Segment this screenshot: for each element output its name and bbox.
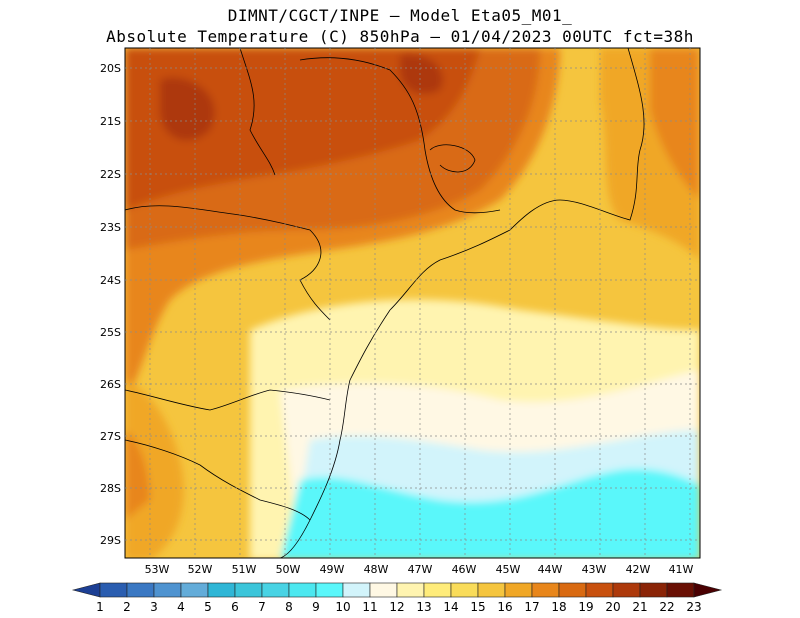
lat-label: 28S: [100, 482, 121, 495]
title-line-1: DIMNT/CGCT/INPE – Model Eta05_M01_: [227, 6, 573, 25]
lat-label: 26S: [100, 378, 121, 391]
lon-label: 44W: [538, 563, 563, 576]
colorbar-label: 13: [416, 600, 431, 614]
lon-label: 48W: [364, 563, 389, 576]
colorbar-bin: [288, 582, 317, 598]
lon-label: 45W: [496, 563, 521, 576]
colorbar-label: 22: [659, 600, 674, 614]
colorbar-bin: [315, 582, 344, 598]
colorbar-bin: [477, 582, 506, 598]
colorbar-bin: [666, 582, 695, 598]
lon-label: 42W: [626, 563, 651, 576]
colorbar-label: 2: [123, 600, 131, 614]
gridlines: [125, 48, 700, 558]
colorbar-bin: [531, 582, 560, 598]
title-line-2: Absolute Temperature (C) 850hPa – 01/04/…: [106, 27, 694, 46]
colorbar-label: 5: [204, 600, 212, 614]
colorbar-label: 7: [258, 600, 266, 614]
lon-label: 50W: [276, 563, 301, 576]
map-frame: [124, 47, 701, 559]
lon-label: 53W: [145, 563, 170, 576]
lon-label: 51W: [232, 563, 257, 576]
colorbar-bin: [423, 582, 452, 598]
colorbar-bin: [261, 582, 290, 598]
colorbar-bin: [99, 582, 128, 598]
colorbar: [71, 582, 723, 598]
colorbar-bin: [126, 582, 155, 598]
colorbar-bin: [207, 582, 236, 598]
lon-label: 41W: [669, 563, 694, 576]
colorbar-bin: [693, 582, 723, 598]
colorbar-label: 4: [177, 600, 185, 614]
colorbar-label: 1: [96, 600, 104, 614]
colorbar-bin: [639, 582, 668, 598]
lat-label: 27S: [100, 430, 121, 443]
colorbar-bin: [612, 582, 641, 598]
latitude-labels: 20S 21S 22S 23S 24S 25S 26S 27S 28S 29S: [100, 62, 121, 547]
colorbar-label: 12: [389, 600, 404, 614]
colorbar-label: 16: [497, 600, 512, 614]
colorbar-label: 14: [443, 600, 458, 614]
temperature-field: [125, 48, 700, 558]
lat-label: 29S: [100, 534, 121, 547]
colorbar-bin: [504, 582, 533, 598]
colorbar-bin: [153, 582, 182, 598]
colorbar-label: 23: [686, 600, 701, 614]
colorbar-bin: [234, 582, 263, 598]
lat-label: 24S: [100, 274, 121, 287]
coastline-borders: [125, 48, 645, 558]
lat-label: 22S: [100, 168, 121, 181]
lat-label: 25S: [100, 326, 121, 339]
colorbar-bin: [369, 582, 398, 598]
colorbar-label: 8: [285, 600, 293, 614]
colorbar-bin: [585, 582, 614, 598]
colorbar-label: 11: [362, 600, 377, 614]
lat-label: 23S: [100, 221, 121, 234]
longitude-labels: 53W 52W 51W 50W 49W 48W 47W 46W 45W 44W …: [145, 563, 694, 576]
colorbar-label: 10: [335, 600, 350, 614]
colorbar-bin: [396, 582, 425, 598]
lon-label: 47W: [408, 563, 433, 576]
lon-label: 46W: [452, 563, 477, 576]
colorbar-label: 6: [231, 600, 239, 614]
colorbar-label: 3: [150, 600, 158, 614]
colorbar-label: 9: [312, 600, 320, 614]
colorbar-bin: [558, 582, 587, 598]
lat-label: 21S: [100, 115, 121, 128]
colorbar-bin: [180, 582, 209, 598]
colorbar-label: 17: [524, 600, 539, 614]
colorbar-labels: 1 2 3 4 5 6 7 8 9 10 11 12 13 14 15 16 1…: [96, 600, 701, 614]
colorbar-bin: [71, 582, 101, 598]
lon-label: 52W: [188, 563, 213, 576]
lon-label: 49W: [320, 563, 345, 576]
colorbar-bin: [342, 582, 371, 598]
colorbar-label: 20: [605, 600, 620, 614]
colorbar-bin: [450, 582, 479, 598]
colorbar-label: 19: [578, 600, 593, 614]
colorbar-label: 18: [551, 600, 566, 614]
colorbar-label: 15: [470, 600, 485, 614]
colorbar-label: 21: [632, 600, 647, 614]
lat-label: 20S: [100, 62, 121, 75]
lon-label: 43W: [582, 563, 607, 576]
